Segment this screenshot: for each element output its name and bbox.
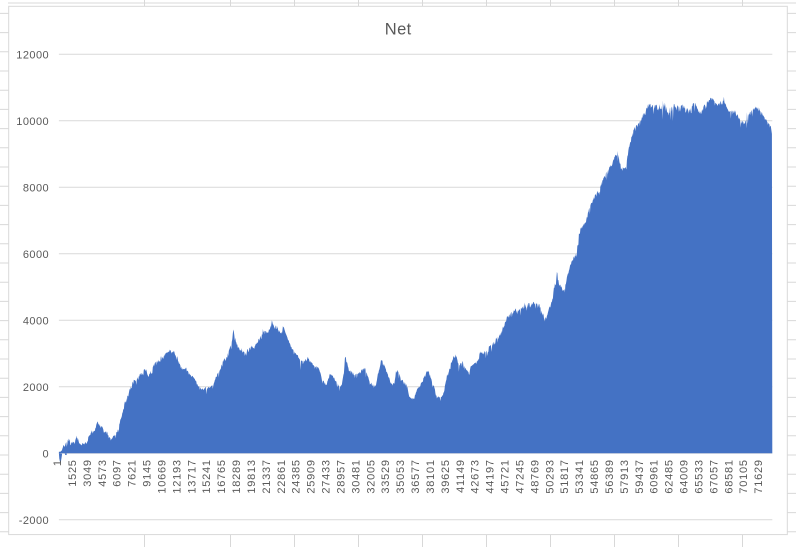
svg-text:2000: 2000 bbox=[23, 382, 49, 394]
svg-text:22861: 22861 bbox=[276, 459, 288, 493]
svg-text:62485: 62485 bbox=[664, 459, 676, 493]
svg-text:13717: 13717 bbox=[186, 459, 198, 493]
svg-text:4000: 4000 bbox=[23, 315, 49, 327]
svg-text:15241: 15241 bbox=[201, 459, 213, 493]
svg-text:24385: 24385 bbox=[291, 459, 303, 493]
svg-text:44197: 44197 bbox=[485, 459, 497, 493]
svg-text:47245: 47245 bbox=[514, 459, 526, 493]
svg-text:10669: 10669 bbox=[156, 459, 168, 493]
svg-text:32005: 32005 bbox=[365, 459, 377, 493]
svg-text:42673: 42673 bbox=[470, 459, 482, 493]
svg-text:0: 0 bbox=[43, 448, 50, 460]
svg-text:57913: 57913 bbox=[619, 459, 631, 493]
svg-text:71629: 71629 bbox=[753, 459, 765, 493]
svg-text:35053: 35053 bbox=[395, 459, 407, 493]
svg-text:50293: 50293 bbox=[544, 459, 556, 493]
svg-text:48769: 48769 bbox=[529, 459, 541, 493]
svg-text:1525: 1525 bbox=[67, 459, 79, 486]
svg-text:7621: 7621 bbox=[127, 459, 139, 486]
svg-text:38101: 38101 bbox=[425, 459, 437, 493]
svg-text:51817: 51817 bbox=[559, 459, 571, 493]
svg-text:59437: 59437 bbox=[634, 459, 646, 493]
svg-text:41149: 41149 bbox=[455, 459, 467, 493]
svg-text:36577: 36577 bbox=[410, 459, 422, 493]
svg-text:10000: 10000 bbox=[16, 116, 49, 128]
svg-text:60961: 60961 bbox=[649, 459, 661, 493]
svg-text:67057: 67057 bbox=[708, 459, 720, 493]
svg-text:30481: 30481 bbox=[350, 459, 362, 493]
svg-text:33529: 33529 bbox=[380, 459, 392, 493]
svg-text:64009: 64009 bbox=[679, 459, 691, 493]
svg-text:8000: 8000 bbox=[23, 182, 49, 194]
svg-text:3049: 3049 bbox=[82, 459, 94, 486]
svg-text:18289: 18289 bbox=[231, 459, 243, 493]
svg-text:Net: Net bbox=[385, 20, 412, 38]
svg-text:28957: 28957 bbox=[335, 459, 347, 493]
svg-text:12000: 12000 bbox=[16, 49, 49, 61]
svg-text:68581: 68581 bbox=[723, 459, 735, 493]
svg-text:12193: 12193 bbox=[171, 459, 183, 493]
svg-text:-2000: -2000 bbox=[19, 515, 49, 527]
svg-text:53341: 53341 bbox=[574, 459, 586, 493]
svg-text:25909: 25909 bbox=[306, 459, 318, 493]
svg-text:6000: 6000 bbox=[23, 249, 49, 261]
svg-text:21337: 21337 bbox=[261, 459, 273, 493]
svg-text:65533: 65533 bbox=[693, 459, 705, 493]
svg-text:9145: 9145 bbox=[142, 459, 154, 486]
svg-text:27433: 27433 bbox=[321, 459, 333, 493]
svg-text:19813: 19813 bbox=[246, 459, 258, 493]
svg-text:4573: 4573 bbox=[97, 459, 109, 486]
svg-text:54865: 54865 bbox=[589, 459, 601, 493]
svg-text:70105: 70105 bbox=[738, 459, 750, 493]
svg-text:6097: 6097 bbox=[112, 459, 124, 486]
svg-text:56389: 56389 bbox=[604, 459, 616, 493]
svg-text:39625: 39625 bbox=[440, 459, 452, 493]
svg-text:16765: 16765 bbox=[216, 459, 228, 493]
svg-text:1: 1 bbox=[52, 459, 64, 466]
svg-text:45721: 45721 bbox=[500, 459, 512, 493]
